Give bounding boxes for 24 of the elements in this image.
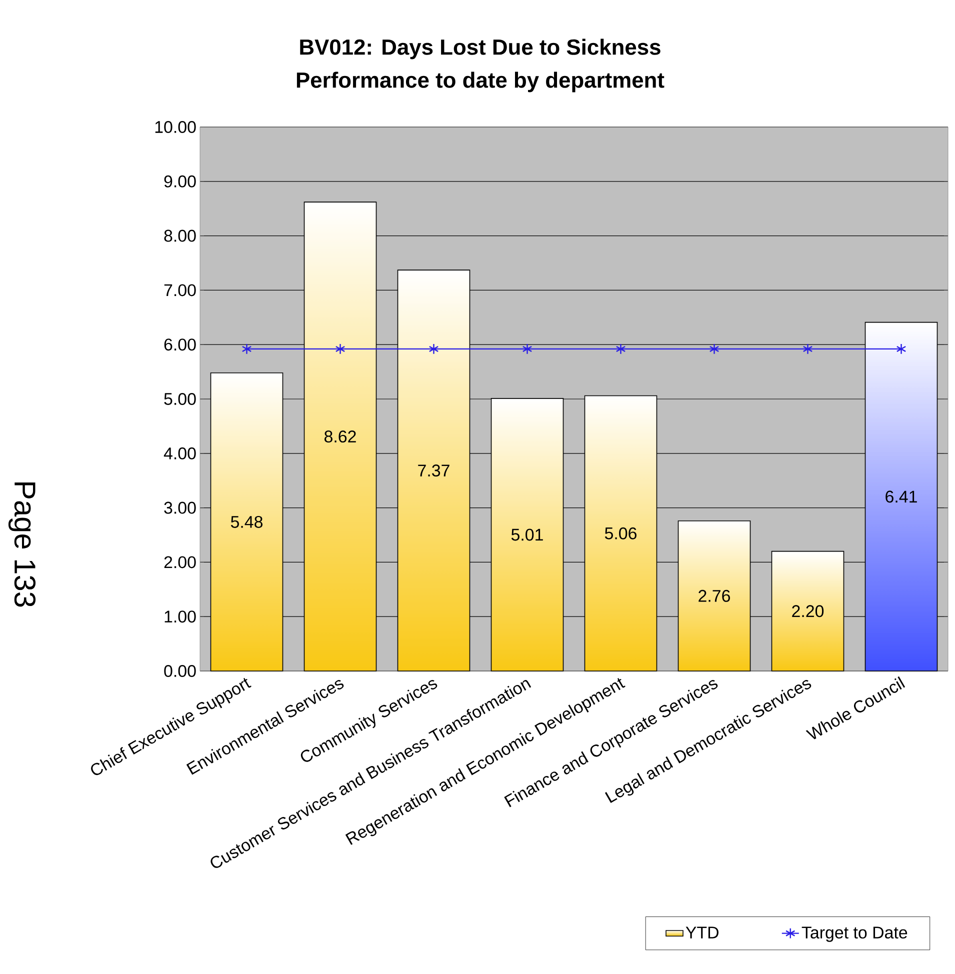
data-label: 5.06 [604,527,636,540]
y-tick-label: 0.00 [164,665,196,677]
y-tick-label: 4.00 [164,447,196,460]
data-label: 2.76 [698,590,730,602]
y-tick-label: 10.00 [155,120,196,133]
y-tick-label: 7.00 [164,284,196,296]
text: Page 133 [8,482,36,607]
y-tick-label: 2.00 [164,556,196,568]
legend-label: Target to Date [802,926,908,942]
y-tick-label: 9.00 [164,175,196,188]
data-label: 8.62 [324,430,356,443]
chart-subtitle: Performance to date by department [296,72,664,92]
legend-label: YTD [686,926,718,938]
data-label: 2.20 [792,605,824,618]
y-tick-label: 6.00 [164,338,196,351]
chart-title: BV012: Days Lost Due to Sickness [300,38,660,60]
y-tick-label: 8.00 [164,230,196,242]
y-tick-label: 3.00 [164,502,196,514]
data-label: 6.41 [886,490,917,503]
data-label: 5.01 [511,528,543,541]
y-tick-label: 5.00 [164,393,196,405]
data-label: 5.48 [230,516,262,528]
y-tick-label: 1.00 [164,610,196,623]
data-label: 7.37 [418,464,450,477]
